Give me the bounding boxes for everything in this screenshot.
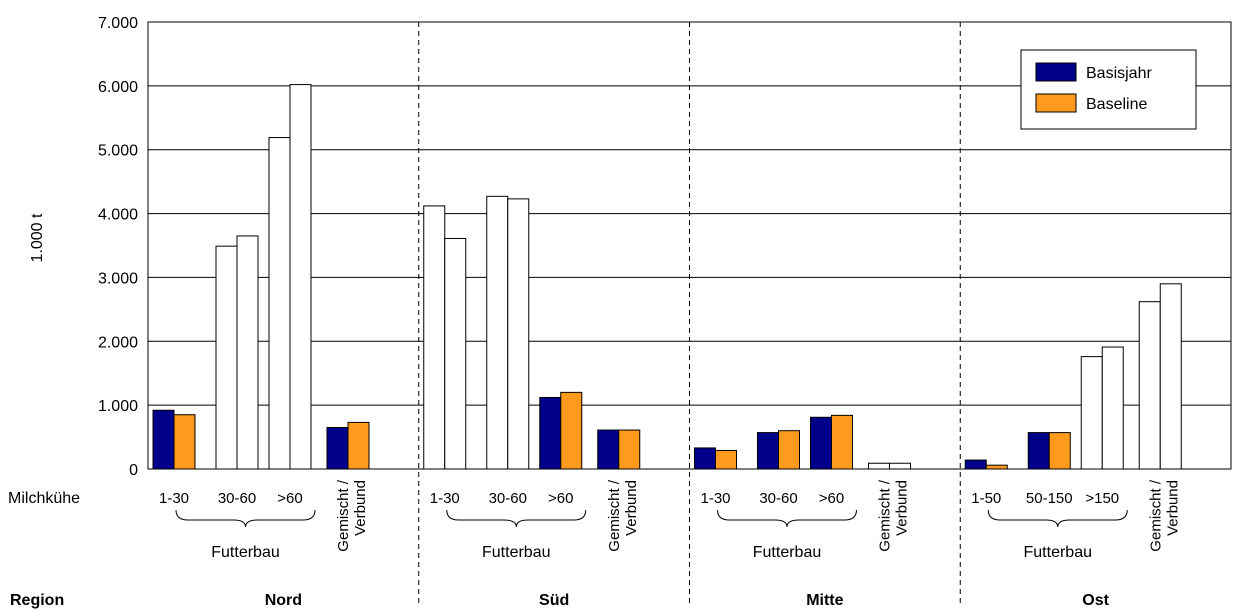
group-label: Futterbau: [753, 544, 821, 561]
bar-ost-0-0[interactable]: [964, 459, 987, 470]
group-label: Futterbau: [211, 544, 279, 561]
bar-nord-2-0[interactable]: [268, 137, 291, 470]
legend-box: [1020, 49, 1197, 130]
bar-mitte-3-1[interactable]: [889, 462, 911, 470]
category-label-mixed: Gemischt /Verbund: [1147, 479, 1181, 552]
bar-süd-0-0[interactable]: [423, 205, 446, 470]
bar-mitte-1-0[interactable]: [757, 432, 779, 470]
bar-nord-3-0[interactable]: [326, 426, 349, 470]
group-brace: [717, 509, 857, 528]
bar-nord-1-0[interactable]: [215, 245, 238, 470]
bar-nord-1-1[interactable]: [236, 235, 259, 470]
y-tick-label: 5.000: [98, 143, 138, 160]
bar-ost-3-1[interactable]: [1159, 283, 1182, 470]
bar-ost-2-0[interactable]: [1080, 356, 1103, 470]
y-tick-label: 0: [129, 462, 138, 479]
group-label: Futterbau: [482, 544, 550, 561]
bar-mitte-2-1[interactable]: [831, 414, 853, 470]
bar-mitte-2-0[interactable]: [810, 416, 832, 470]
category-label: >150: [1085, 490, 1119, 507]
y-tick-label: 6.000: [98, 79, 138, 96]
group-label: Futterbau: [1024, 544, 1092, 561]
y-tick-label: 4.000: [98, 207, 138, 224]
category-label: >60: [548, 490, 573, 507]
bar-süd-3-0[interactable]: [597, 429, 620, 470]
y-tick-label: 7.000: [98, 15, 138, 32]
bar-nord-0-0[interactable]: [152, 409, 175, 470]
bar-süd-1-0[interactable]: [486, 195, 509, 470]
category-label: >60: [277, 490, 302, 507]
bar-mitte-0-0[interactable]: [694, 447, 716, 470]
bar-mitte-1-1[interactable]: [778, 430, 800, 470]
region-label: Ost: [1082, 592, 1109, 609]
bar-ost-1-0[interactable]: [1027, 432, 1050, 470]
category-label: >60: [819, 490, 844, 507]
bar-süd-2-0[interactable]: [539, 396, 562, 470]
bar-nord-2-1[interactable]: [289, 84, 312, 470]
category-label-mixed: Gemischt /Verbund: [877, 479, 911, 552]
category-label: 30-60: [218, 490, 256, 507]
bar-süd-2-1[interactable]: [560, 391, 583, 470]
bar-ost-1-1[interactable]: [1048, 432, 1071, 470]
group-brace: [987, 509, 1128, 528]
group-brace: [446, 509, 587, 528]
legend-label-1: Baseline: [1086, 96, 1147, 113]
row-label-cows: Milchkühe: [8, 490, 80, 507]
bar-ost-0-1[interactable]: [985, 464, 1008, 470]
legend-swatch-0: [1035, 62, 1077, 82]
category-label: 1-30: [430, 490, 460, 507]
region-label: Süd: [539, 592, 569, 609]
y-tick-label: 1.000: [98, 398, 138, 415]
category-label: 50-150: [1026, 490, 1073, 507]
category-label: 30-60: [489, 490, 527, 507]
bar-süd-1-1[interactable]: [507, 198, 530, 470]
y-tick-label: 3.000: [98, 270, 138, 287]
legend-label-0: Basisjahr: [1086, 65, 1152, 82]
bar-nord-3-1[interactable]: [347, 421, 370, 470]
category-label-mixed: Gemischt /Verbund: [335, 479, 369, 552]
row-label-region: Region: [10, 592, 64, 609]
category-label: 1-30: [159, 490, 189, 507]
legend-swatch-1: [1035, 93, 1077, 113]
bar-ost-2-1[interactable]: [1101, 346, 1124, 470]
category-label: 30-60: [759, 490, 797, 507]
category-label: 1-50: [971, 490, 1001, 507]
category-label: 1-30: [700, 490, 730, 507]
bar-süd-0-1[interactable]: [444, 237, 467, 470]
bar-mitte-3-0[interactable]: [868, 462, 890, 470]
y-axis-label: 1.000 t: [29, 213, 46, 262]
group-brace: [175, 509, 316, 528]
bar-mitte-0-1[interactable]: [715, 449, 737, 470]
region-label: Mitte: [806, 592, 843, 609]
bar-nord-0-1[interactable]: [173, 414, 196, 470]
region-label: Nord: [265, 592, 302, 609]
bar-süd-3-1[interactable]: [618, 429, 641, 470]
bar-ost-3-0[interactable]: [1138, 301, 1161, 470]
category-label-mixed: Gemischt /Verbund: [606, 479, 640, 552]
y-tick-label: 2.000: [98, 334, 138, 351]
